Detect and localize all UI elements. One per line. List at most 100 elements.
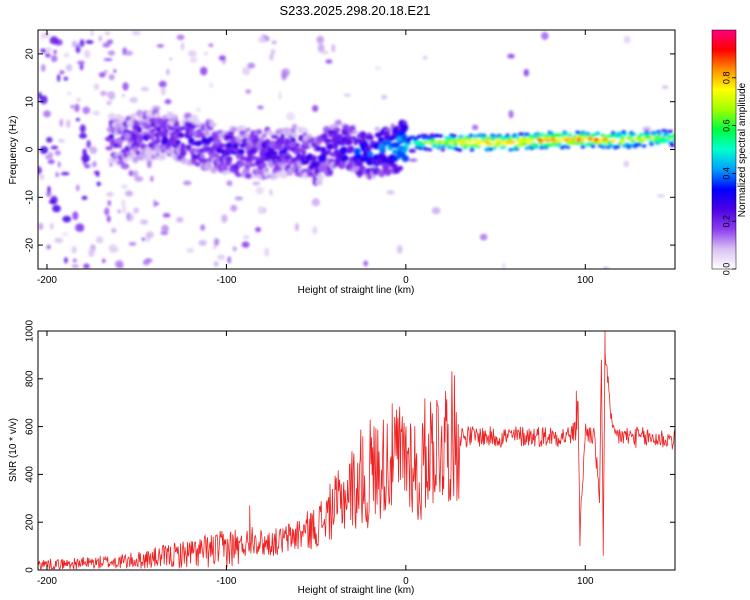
spectrogram-ridge-cell xyxy=(400,123,409,132)
spectrogram-ridge-cell xyxy=(521,136,527,141)
spectrogram-ridge-cell xyxy=(391,142,400,149)
spectrogram-noise-cell xyxy=(311,198,320,207)
spectrogram-ridge-cell xyxy=(162,127,169,136)
spectrogram-noise-cell xyxy=(166,68,170,76)
spectrogram-ridge-cell xyxy=(235,172,243,178)
snr-y-tick-label: 200 xyxy=(25,513,36,530)
spectrogram-ridge-cell xyxy=(505,133,510,138)
spectrogram-y-tick-label: 10 xyxy=(25,96,36,108)
spectrogram-ridge-cell xyxy=(620,139,626,144)
spectrogram-ridge-cell xyxy=(580,137,586,141)
spectrogram-ridge-cell xyxy=(353,147,361,156)
spectrogram-noise-cell xyxy=(502,262,506,269)
spectrogram-noise-cell xyxy=(45,53,51,58)
spectrogram-ridge-cell xyxy=(377,137,385,142)
spectrogram-noise-cell xyxy=(161,224,169,233)
spectrogram-noise-cell xyxy=(189,57,198,63)
spectrogram-ridge-cell xyxy=(615,144,621,149)
spectrogram-ridge-cell xyxy=(575,141,581,146)
snr-x-tick-label: 0 xyxy=(403,576,409,587)
spectrogram-noise-cell xyxy=(71,264,79,268)
spectrogram-noise-cell xyxy=(120,163,130,170)
spectrogram-noise-cell xyxy=(252,181,261,186)
spectrogram-ridge-cell xyxy=(333,127,341,133)
spectrogram-noise-cell xyxy=(317,43,325,53)
spectrogram-ridge-cell xyxy=(594,137,600,142)
spectrogram-noise-cell xyxy=(139,219,149,225)
spectrogram-noise-cell xyxy=(386,190,395,195)
spectrogram-ridge-cell xyxy=(547,143,553,147)
spectrogram-ridge-cell xyxy=(260,163,267,168)
spectrogram-ridge-cell xyxy=(501,145,507,149)
spectrogram-ridge-cell xyxy=(154,112,161,118)
spectrogram-ridge-cell xyxy=(469,147,475,152)
spectrogram-x-tick-label: 100 xyxy=(577,275,594,286)
spectrogram-ridge-cell xyxy=(616,131,622,136)
spectrogram-noise-cell xyxy=(54,150,61,156)
spectrogram-noise-cell xyxy=(81,195,88,201)
spectrogram-noise-cell xyxy=(126,212,131,221)
spectrogram-ridge-cell xyxy=(107,112,116,120)
spectrogram-noise-cell xyxy=(158,80,167,88)
spectrogram-ridge-cell xyxy=(524,146,530,151)
spectrogram-ridge-cell xyxy=(212,152,220,159)
spectrogram-y-axis: -20 -10 0 10 20 xyxy=(25,48,675,252)
colorbar-tick-label: 0.6 xyxy=(721,119,731,132)
spectrogram-ridge-cell xyxy=(626,136,632,141)
spectrogram-noise-cell xyxy=(255,186,265,195)
spectrogram-ridge-cell xyxy=(111,158,118,163)
spectrogram-ridge-cell xyxy=(621,130,627,134)
spectrogram-x-tick-label: -100 xyxy=(216,275,236,286)
spectrogram-noise-cell xyxy=(227,256,232,264)
spectrogram-noise-cell xyxy=(623,160,630,168)
spectrogram-noise-cell xyxy=(187,50,197,57)
spectrogram-ridge-cell xyxy=(397,165,404,171)
spectrogram-noise-cell xyxy=(125,190,133,197)
spectrogram-ridge-cell xyxy=(580,145,586,149)
spectrogram-ridge-cell xyxy=(565,145,571,150)
spectrogram-ridge-cell xyxy=(664,132,669,137)
spectrogram-noise-cell xyxy=(312,226,318,235)
snr-panel: -200 -100 0 100 0 200 400 600 800 1000 Height of… xyxy=(8,319,676,596)
spectrogram-ridge-cell xyxy=(347,145,355,151)
spectrogram-ridge-cell xyxy=(604,134,610,139)
spectrogram-noise-cell xyxy=(232,246,237,252)
spectrogram-noise-cell xyxy=(269,53,274,61)
spectrogram-ridge-cell xyxy=(359,131,367,139)
spectrogram-noise-cell xyxy=(59,70,65,75)
spectrogram-noise-cell xyxy=(162,213,171,218)
spectrogram-noise-cell xyxy=(61,232,69,236)
spectrogram-noise-cell xyxy=(62,215,72,223)
spectrogram-ridge-cell xyxy=(161,136,169,145)
spectrogram-noise-cell xyxy=(79,39,85,47)
spectrogram-ridge-cell xyxy=(194,140,203,147)
spectrogram-ridge-cell xyxy=(508,148,514,152)
colorbar-tick-label: 0.0 xyxy=(721,263,731,276)
spectrogram-noise-cell xyxy=(57,74,61,82)
spectrogram-ridge-cell xyxy=(522,141,527,146)
spectrogram-ridge-cell xyxy=(587,137,593,141)
spectrogram-ridge-cell xyxy=(563,138,569,142)
spectrogram-noise-cell xyxy=(47,185,51,194)
spectrogram-ridge-cell xyxy=(539,133,545,137)
spectrogram-noise-cell xyxy=(281,71,287,81)
spectrogram-ridge-cell xyxy=(244,173,253,179)
spectrogram-ridge-cell xyxy=(434,133,439,138)
spectrogram-ridge-cell xyxy=(300,127,309,135)
spectrogram-ridge-cell xyxy=(537,138,542,142)
spectrogram-ridge-cell xyxy=(253,156,261,161)
spectrogram-noise-cell xyxy=(182,180,192,186)
snr-y-tick-label: 400 xyxy=(25,466,36,483)
spectrogram-ridge-cell xyxy=(423,140,429,144)
spectrogram-ridge-cell xyxy=(608,134,614,138)
spectrogram-ridge-cell xyxy=(377,157,383,166)
snr-y-axis: 0 200 400 600 800 1000 xyxy=(25,319,675,573)
spectrogram-noise-cell xyxy=(77,60,85,65)
spectrogram-noise-cell xyxy=(43,110,51,118)
spectrogram-ridge-cell xyxy=(233,167,239,174)
spectrogram-noise-cell xyxy=(125,50,133,56)
spectrogram-ridge-cell xyxy=(495,138,501,142)
spectrogram-ridge-cell xyxy=(314,145,322,152)
spectrogram-noise-cell xyxy=(257,105,264,110)
spectrogram-ridge-cell xyxy=(175,139,181,145)
